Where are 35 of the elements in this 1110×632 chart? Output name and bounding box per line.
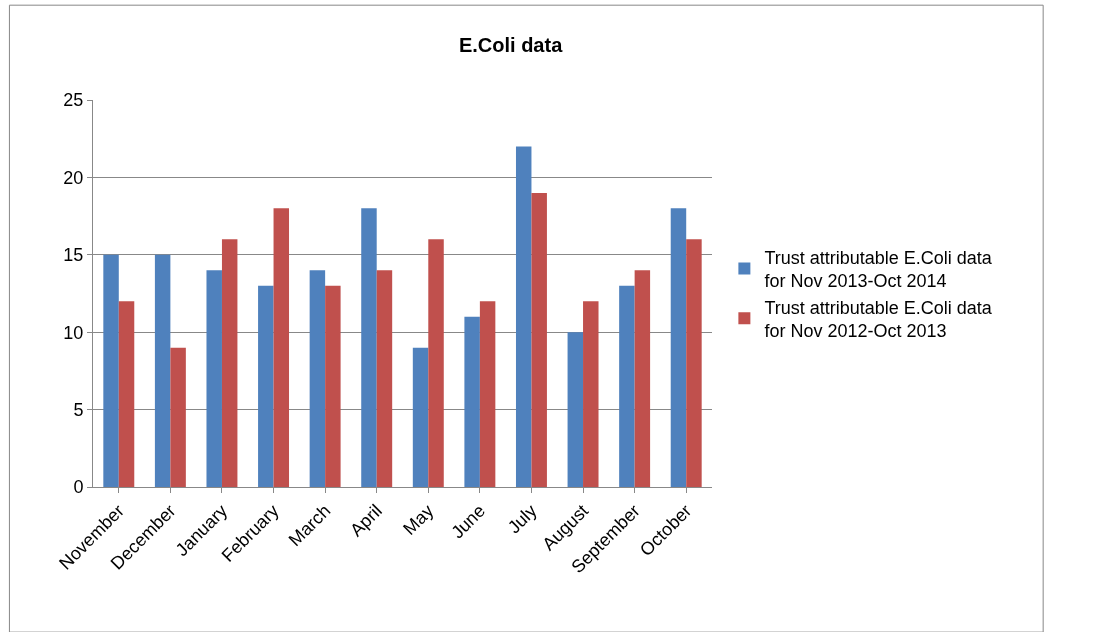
bar bbox=[309, 270, 326, 487]
bar bbox=[670, 208, 687, 487]
bar bbox=[634, 270, 651, 487]
y-tick-label: 25 bbox=[63, 90, 84, 111]
chart-title: E.Coli data bbox=[458, 33, 564, 56]
x-tick-label: July bbox=[503, 500, 541, 538]
bar bbox=[361, 208, 377, 487]
bar bbox=[479, 301, 496, 487]
bar bbox=[515, 146, 532, 487]
bar bbox=[273, 208, 290, 487]
legend-label: Trust attributable E.Coli data for Nov 2012-Oct 2013 bbox=[764, 297, 993, 341]
bar bbox=[103, 254, 119, 487]
y-tick-label: 15 bbox=[63, 245, 84, 266]
bar bbox=[325, 285, 341, 487]
bar bbox=[412, 347, 429, 487]
bar bbox=[154, 254, 171, 487]
bar bbox=[206, 270, 222, 487]
y-tick-label: 20 bbox=[63, 167, 84, 188]
bar bbox=[567, 332, 584, 487]
bar bbox=[221, 239, 238, 487]
bar bbox=[376, 270, 393, 487]
bar bbox=[686, 239, 702, 487]
bar bbox=[619, 285, 635, 487]
bar bbox=[170, 347, 186, 487]
y-tick-label: 5 bbox=[73, 399, 84, 420]
bar bbox=[531, 192, 547, 487]
y-tick-label: 10 bbox=[63, 322, 84, 343]
y-tick-label: 0 bbox=[73, 477, 84, 498]
bar bbox=[464, 316, 480, 487]
bar bbox=[258, 285, 274, 487]
legend-label: Trust attributable E.Coli data for Nov 2013-Oct 2014 bbox=[764, 247, 993, 292]
x-tick-label: May bbox=[399, 500, 438, 539]
bar bbox=[428, 239, 444, 487]
bar bbox=[118, 301, 135, 487]
bar bbox=[583, 301, 599, 487]
